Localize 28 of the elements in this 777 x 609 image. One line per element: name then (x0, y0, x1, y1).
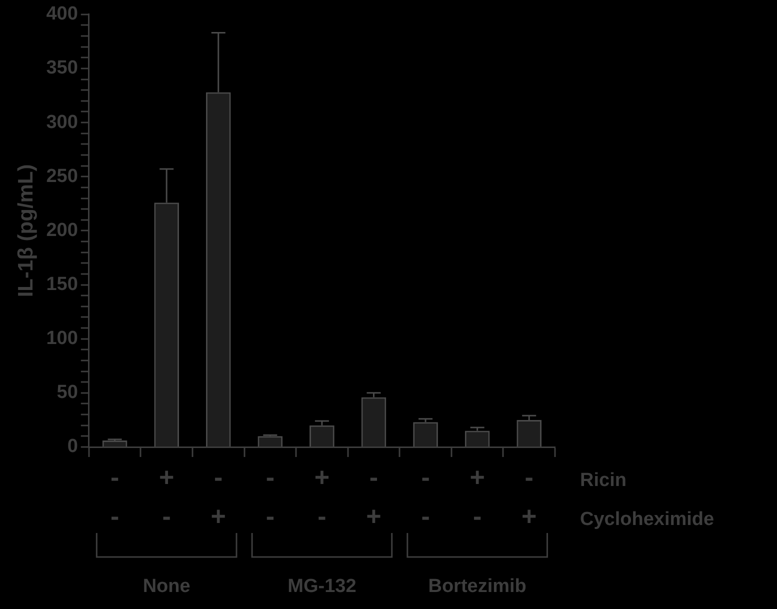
y-tick-label: 300 (46, 112, 78, 133)
x-tick-label: + - (158, 462, 174, 532)
x-tick-label: - - (266, 462, 274, 532)
y-tick-label: 350 (46, 58, 78, 79)
bar (258, 436, 283, 446)
y-tick-label: 0 (67, 436, 78, 458)
text: MG-132 (288, 576, 356, 598)
x-tick-label: - + (366, 462, 382, 532)
bar (413, 422, 438, 446)
y-tick-label: 400 (46, 4, 78, 25)
bar (464, 430, 490, 446)
y-tick-label: 200 (46, 220, 78, 241)
y-tick-label: 100 (46, 328, 78, 350)
y-axis-title: IL-1β (pg/mL) (14, 164, 38, 298)
x-tick-label: - - (421, 462, 430, 532)
bar (102, 440, 128, 446)
x-tick-label: + - (314, 462, 330, 532)
text: None (142, 576, 190, 598)
x-tick-label: - + (522, 462, 537, 532)
y-tick-label: 50 (56, 382, 78, 404)
text: Bortezimib (428, 576, 526, 598)
x-tick-label: - - (110, 462, 120, 532)
y-tick-label: 250 (46, 166, 78, 187)
text: Cycloheximide (580, 509, 714, 530)
x-tick-label: - + (210, 462, 226, 532)
x-tick-label: + - (470, 462, 485, 532)
text: Ricin (580, 470, 626, 492)
y-tick-label: 150 (46, 274, 78, 296)
